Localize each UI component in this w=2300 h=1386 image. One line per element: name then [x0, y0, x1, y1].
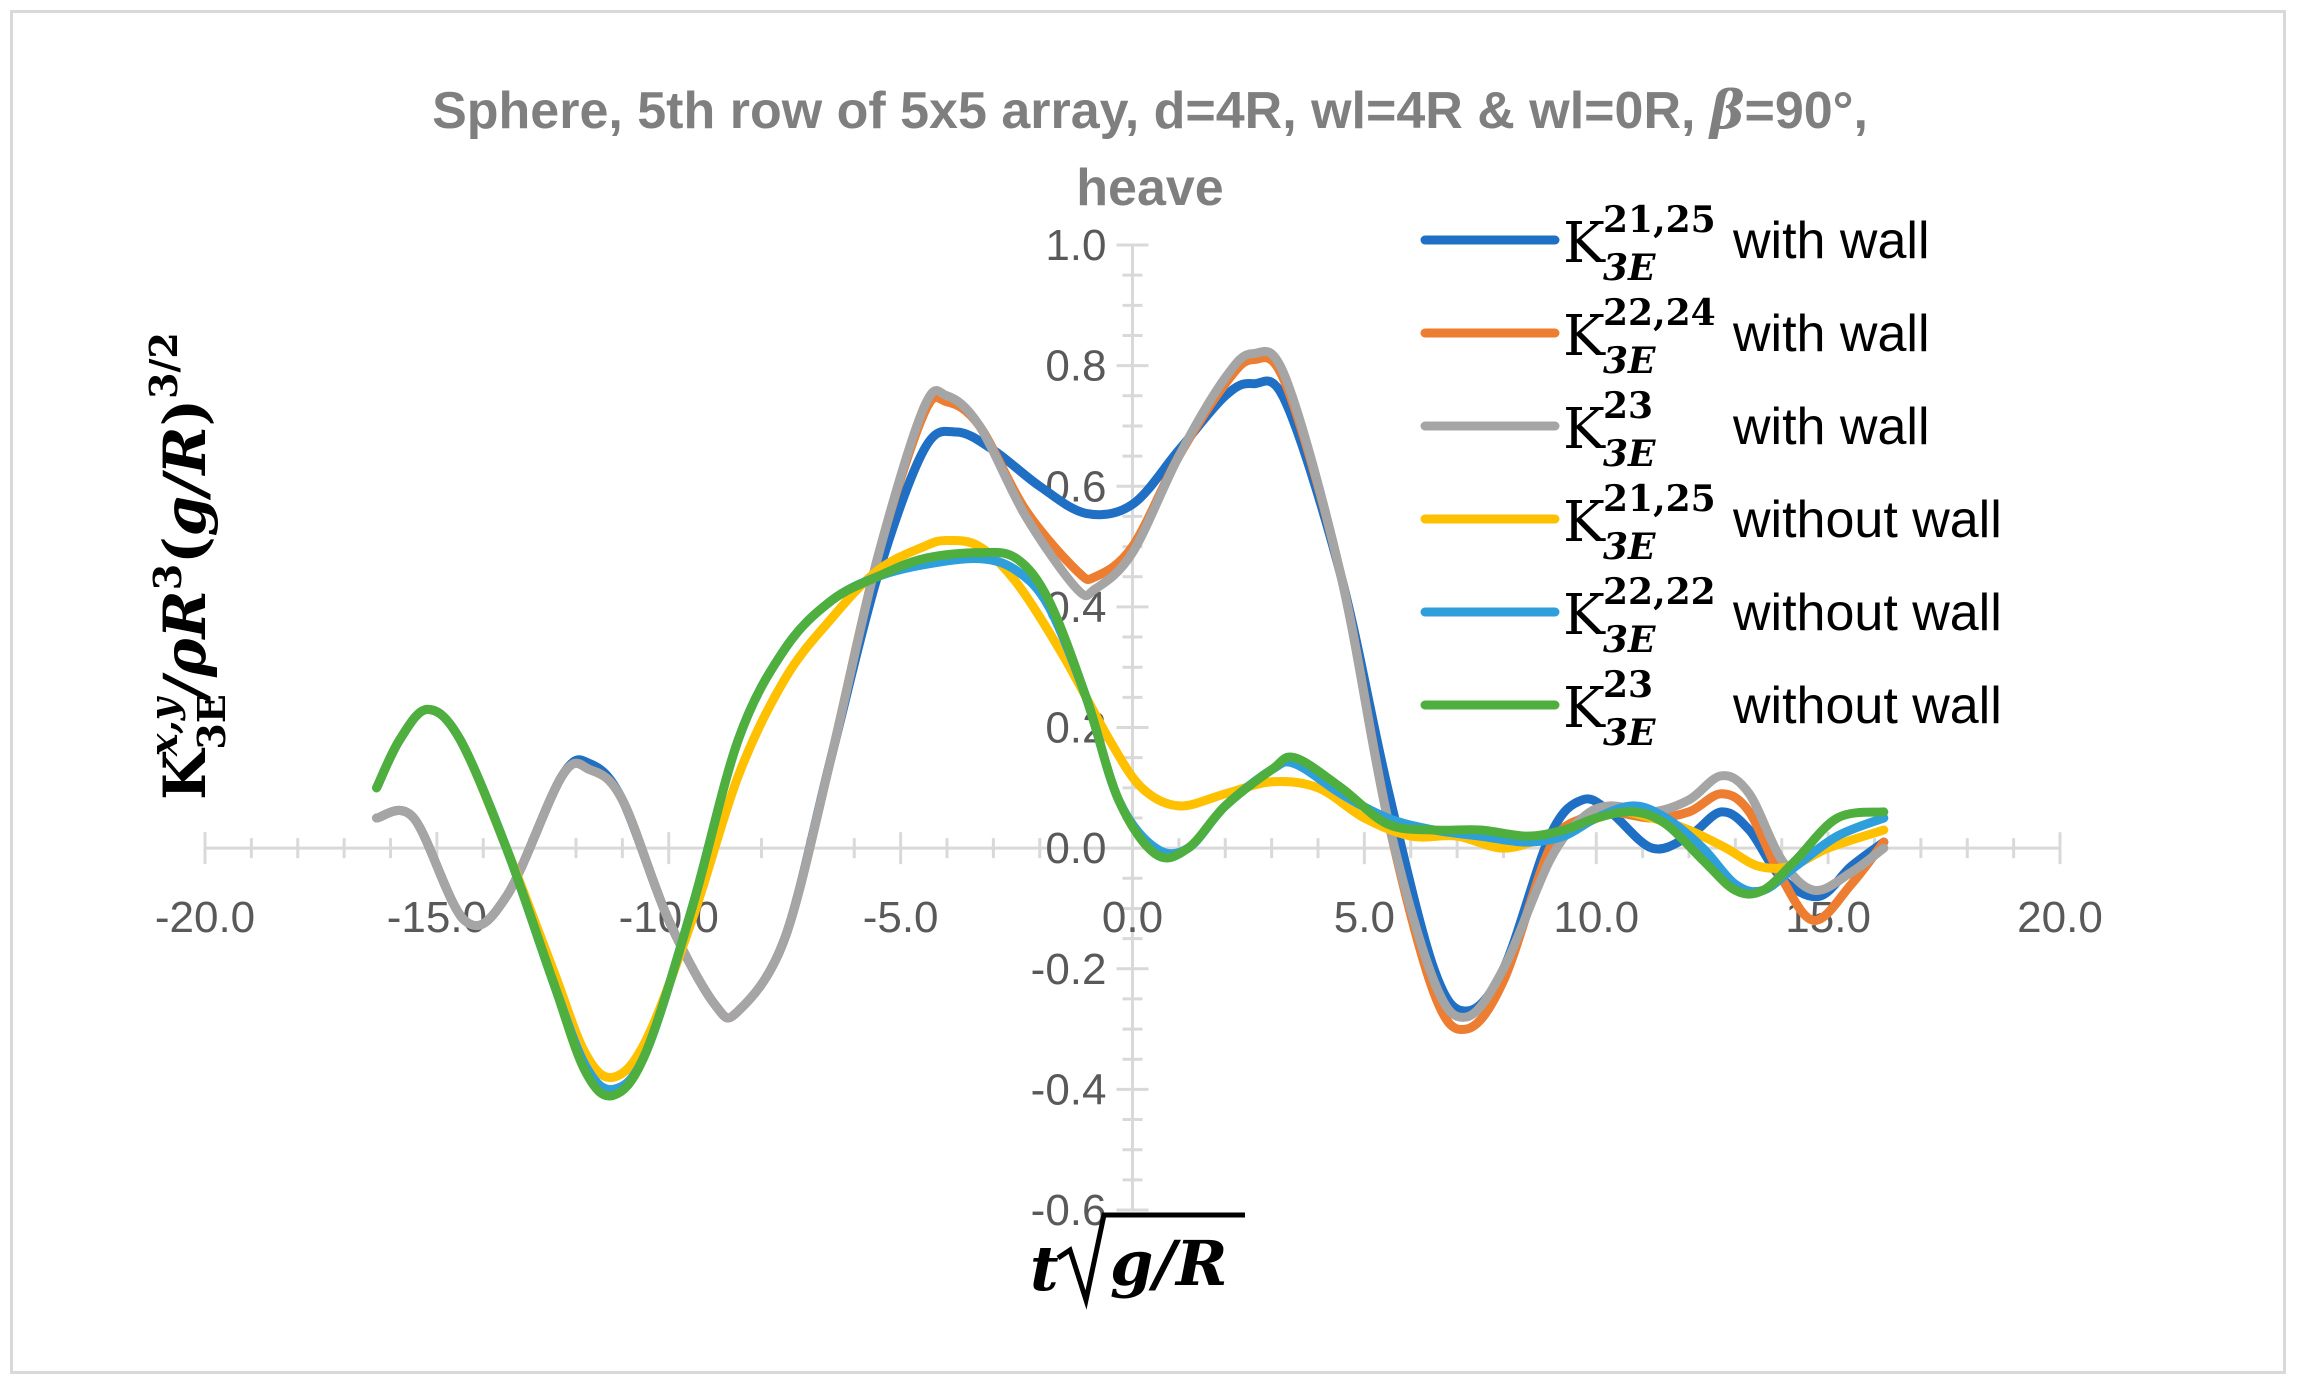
legend-label: with wall: [1732, 305, 1930, 363]
series-line-6: [372, 547, 1889, 1101]
legend-symbol: K: [1563, 583, 1606, 648]
legend-symbol: K: [1563, 490, 1606, 555]
legend-label: without wall: [1732, 491, 2002, 549]
chart-title-line2: heave: [1076, 159, 1223, 217]
y-tick-label: 0.8: [1045, 342, 1106, 391]
svg-text:t: t: [1030, 1232, 1059, 1305]
legend-symbol: K: [1563, 211, 1606, 276]
legend-subscript: 3E: [1603, 619, 1656, 661]
y-tick-label: -0.6: [1031, 1186, 1107, 1235]
y-tick-label: 0.0: [1045, 824, 1106, 873]
legend-item: K22,22 3E without wall: [1420, 571, 2002, 661]
legend-item: K21,25 3E with wall: [1420, 199, 1930, 289]
legend-symbol: K: [1563, 676, 1606, 741]
legend-subscript: 3E: [1603, 247, 1656, 289]
legend-superscript: 22,24: [1603, 292, 1716, 334]
chart-title-line1: Sphere, 5th row of 5x5 array, d=4R, wl=4…: [432, 80, 1868, 141]
y-axis-label: K3Ex,y/ρR3(g/R)3/2: [141, 332, 234, 800]
legend-symbol: K: [1563, 397, 1606, 462]
y-tick-label: 0.6: [1045, 462, 1106, 511]
legend-subscript: 3E: [1603, 712, 1656, 754]
legend-superscript: 21,25: [1603, 199, 1716, 241]
x-tick-label: 10.0: [1553, 893, 1639, 942]
legend-label: with wall: [1732, 398, 1930, 456]
legend-item: K23 3E without wall: [1420, 664, 2002, 754]
svg-text:g/R: g/R: [1110, 1227, 1228, 1300]
x-tick-label: -5.0: [863, 893, 939, 942]
chart-frame: [10, 10, 2286, 1374]
y-tick-label: -0.4: [1031, 1065, 1107, 1114]
legend-superscript: 21,25: [1603, 478, 1716, 520]
legend-superscript: 23: [1603, 664, 1653, 706]
legend-label: without wall: [1732, 677, 2002, 735]
x-tick-label: 0.0: [1102, 893, 1163, 942]
legend-label: without wall: [1732, 584, 2002, 642]
legend-item: K23 3E with wall: [1420, 385, 1930, 475]
x-tick-label: -15.0: [387, 893, 487, 942]
legend-superscript: 23: [1603, 385, 1653, 427]
legend-item: K22,24 3E with wall: [1420, 292, 1930, 382]
legend-subscript: 3E: [1603, 526, 1656, 568]
legend-item: K21,25 3E without wall: [1420, 478, 2002, 568]
x-tick-label: -20.0: [155, 893, 255, 942]
y-tick-label: -0.2: [1031, 945, 1107, 994]
y-tick-label: 1.0: [1045, 221, 1106, 270]
chart-title: Sphere, 5th row of 5x5 array, d=4R, wl=4…: [432, 80, 1868, 217]
tick-labels: -20.0 -15.0 -10.0 -5.0 0.0 5.0 10.0 15.0 20.01.0…: [155, 221, 2103, 1235]
x-tick-label: 5.0: [1334, 893, 1395, 942]
svg-text:K3Ex,y/ρR3(g/R)3/2: K3Ex,y/ρR3(g/R)3/2: [141, 332, 234, 800]
legend-superscript: 22,22: [1603, 571, 1716, 613]
legend-subscript: 3E: [1603, 433, 1656, 475]
series-lines: [372, 346, 1889, 1101]
legend-symbol: K: [1563, 304, 1606, 369]
x-axis-label: t g/R: [1030, 1212, 1245, 1310]
legend-label: with wall: [1732, 212, 1930, 270]
legend-subscript: 3E: [1603, 340, 1656, 382]
x-tick-label: 20.0: [2017, 893, 2103, 942]
